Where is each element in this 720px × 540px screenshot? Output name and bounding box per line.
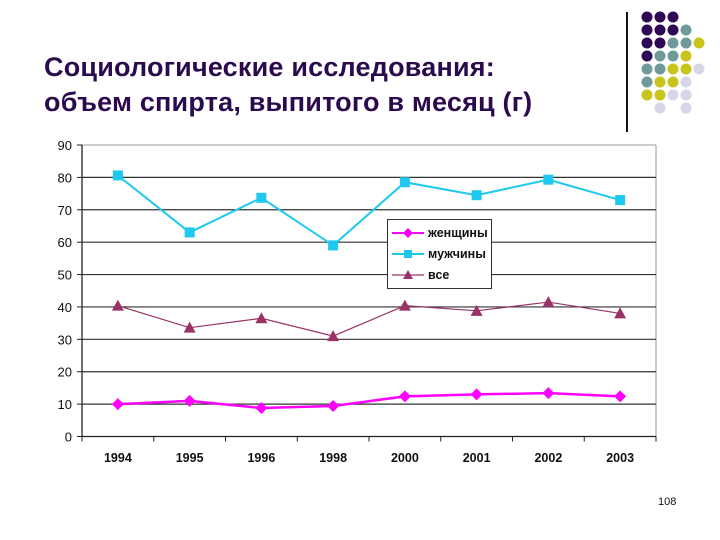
decor-dot bbox=[680, 89, 692, 101]
decor-dot bbox=[654, 24, 666, 36]
data-point-square bbox=[399, 177, 410, 188]
decor-dot bbox=[680, 63, 692, 75]
decor-dot bbox=[667, 24, 679, 36]
data-point-triangle bbox=[111, 299, 124, 311]
x-tick-label: 1995 bbox=[176, 451, 204, 465]
legend-item-women: женщины bbox=[392, 223, 488, 243]
decor-dot bbox=[680, 24, 692, 36]
x-tick-label: 2002 bbox=[534, 451, 562, 465]
chart-legend: женщины мужчины все bbox=[387, 219, 492, 289]
x-tick-label: 2000 bbox=[391, 451, 419, 465]
decor-dot bbox=[654, 76, 666, 88]
decorative-dot-grid bbox=[641, 11, 705, 114]
square-marker-icon bbox=[392, 250, 424, 258]
decor-dot bbox=[641, 63, 653, 75]
decor-dot bbox=[641, 37, 653, 49]
y-tick-label: 40 bbox=[58, 300, 72, 315]
decor-dot bbox=[667, 63, 679, 75]
decor-dot bbox=[680, 102, 692, 114]
decor-dot bbox=[641, 11, 653, 23]
legend-label: мужчины bbox=[428, 247, 486, 261]
x-tick-label: 2001 bbox=[463, 451, 491, 465]
x-tick-label: 1996 bbox=[247, 451, 275, 465]
series-line bbox=[117, 391, 621, 410]
decor-dot bbox=[654, 63, 666, 75]
data-point-square bbox=[256, 192, 267, 203]
decor-dot bbox=[693, 63, 705, 75]
decor-dot bbox=[654, 37, 666, 49]
y-tick-label: 50 bbox=[58, 268, 72, 283]
series-line bbox=[117, 174, 621, 247]
data-point-diamond bbox=[614, 390, 627, 403]
data-point-triangle bbox=[255, 312, 268, 324]
decor-dot bbox=[667, 50, 679, 62]
diamond-marker-icon bbox=[392, 228, 424, 238]
data-point-triangle bbox=[542, 296, 555, 308]
legend-label: все bbox=[428, 268, 450, 282]
y-tick-label: 30 bbox=[58, 332, 72, 347]
page-number: 108 bbox=[658, 496, 677, 508]
title-divider bbox=[626, 12, 628, 132]
decor-dot bbox=[667, 11, 679, 23]
data-point-diamond bbox=[470, 388, 483, 401]
decor-dot bbox=[654, 50, 666, 62]
data-point-triangle bbox=[327, 330, 340, 342]
slide-title: Социологические исследования: объем спир… bbox=[44, 50, 624, 120]
legend-item-all: все bbox=[392, 265, 449, 285]
data-point-triangle bbox=[470, 304, 483, 316]
y-tick-label: 60 bbox=[58, 235, 72, 250]
x-tick-label: 1998 bbox=[319, 451, 347, 465]
legend-item-men: мужчины bbox=[392, 244, 486, 264]
data-point-triangle bbox=[614, 307, 627, 319]
decor-dot bbox=[667, 37, 679, 49]
data-point-triangle bbox=[398, 299, 411, 311]
triangle-marker-icon bbox=[392, 270, 424, 279]
data-point-square bbox=[471, 190, 482, 201]
decor-dot bbox=[693, 37, 705, 49]
decor-dot bbox=[654, 102, 666, 114]
data-point-square bbox=[543, 174, 554, 185]
data-point-triangle bbox=[183, 321, 196, 333]
data-point-diamond bbox=[542, 387, 555, 400]
y-tick-label: 20 bbox=[58, 365, 72, 380]
title-line-1: Социологические исследования: bbox=[44, 52, 495, 82]
data-point-diamond bbox=[398, 390, 411, 403]
x-tick-label: 1994 bbox=[104, 451, 132, 465]
data-point-diamond bbox=[255, 401, 268, 414]
data-point-diamond bbox=[111, 398, 124, 411]
title-line-2: объем спирта, выпитого в месяц (г) bbox=[44, 87, 533, 117]
decor-dot bbox=[654, 89, 666, 101]
y-tick-label: 80 bbox=[58, 170, 72, 185]
series-line bbox=[117, 301, 621, 337]
decor-dot bbox=[680, 76, 692, 88]
decor-dot bbox=[641, 50, 653, 62]
decor-dot bbox=[667, 76, 679, 88]
y-tick-label: 90 bbox=[58, 138, 72, 153]
decor-dot bbox=[641, 24, 653, 36]
decor-dot bbox=[654, 11, 666, 23]
y-tick-label: 0 bbox=[65, 430, 72, 445]
legend-label: женщины bbox=[428, 226, 488, 240]
data-point-square bbox=[615, 195, 626, 206]
data-point-square bbox=[328, 240, 339, 251]
y-tick-label: 10 bbox=[58, 397, 72, 412]
data-point-diamond bbox=[183, 394, 196, 407]
y-tick-label: 70 bbox=[58, 203, 72, 218]
data-point-diamond bbox=[327, 400, 340, 413]
x-tick-label: 2003 bbox=[606, 451, 634, 465]
decor-dot bbox=[667, 89, 679, 101]
decor-dot bbox=[641, 89, 653, 101]
decor-dot bbox=[680, 50, 692, 62]
data-point-square bbox=[184, 227, 195, 238]
data-point-square bbox=[112, 170, 123, 181]
decor-dot bbox=[680, 37, 692, 49]
decor-dot bbox=[641, 76, 653, 88]
